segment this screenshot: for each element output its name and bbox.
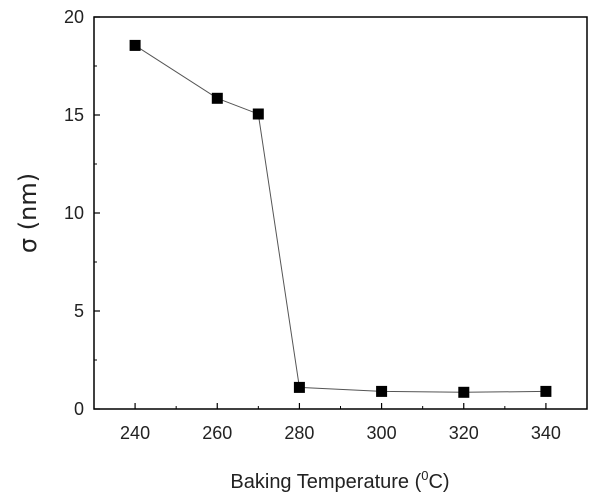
data-point: [293, 381, 305, 393]
x-axis-title-main: Baking Temperature (: [230, 471, 421, 493]
x-tick-label: 300: [367, 423, 397, 443]
data-point: [129, 39, 141, 51]
x-axis-title-end: C): [428, 471, 449, 493]
plot-frame: [93, 16, 588, 410]
y-tick-label: 20: [64, 7, 84, 27]
x-ticks: 240 260 280 300 320 340: [120, 403, 561, 443]
data-point: [252, 108, 264, 120]
x-tick-label: 320: [449, 423, 479, 443]
y-tick-label: 5: [74, 301, 84, 321]
y-ticks: 0 5 10 15 20: [64, 7, 100, 419]
data-point: [211, 92, 223, 104]
x-tick-label: 280: [284, 423, 314, 443]
x-tick-label: 240: [120, 423, 150, 443]
y-tick-label: 10: [64, 203, 84, 223]
y-tick-label: 15: [64, 105, 84, 125]
series-markers: [129, 39, 552, 398]
x-tick-label: 260: [202, 423, 232, 443]
series-line: [134, 44, 546, 393]
data-point: [458, 386, 470, 398]
data-point: [540, 385, 552, 397]
x-axis-title-sup: 0: [421, 468, 428, 483]
x-tick-label: 340: [531, 423, 561, 443]
y-axis-title: σ (nm): [14, 173, 42, 253]
data-point: [376, 385, 388, 397]
x-axis-title: Baking Temperature (0C): [230, 468, 449, 493]
y-tick-label: 0: [74, 399, 84, 419]
